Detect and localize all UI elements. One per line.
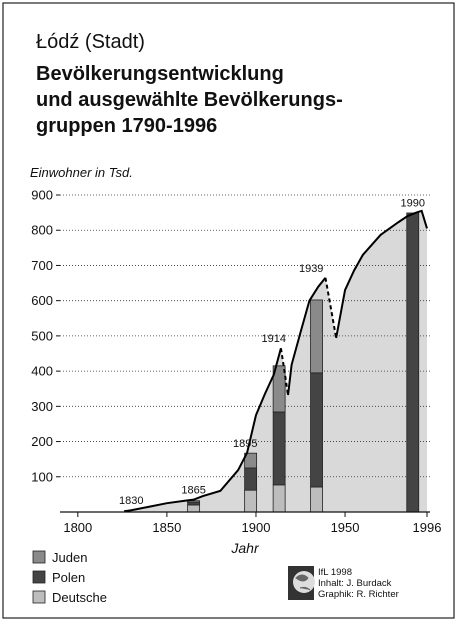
credit: IfL 1998 <box>318 567 352 578</box>
bar-segment <box>406 212 420 513</box>
credit: Graphik: R. Richter <box>318 589 399 600</box>
annotation: 1914 <box>262 333 286 345</box>
y-tick-label: 300 <box>31 399 53 414</box>
chart-title: Bevölkerungsentwicklung <box>36 63 284 85</box>
legend-label: Deutsche <box>52 590 107 605</box>
x-tick-label: 1950 <box>331 520 360 535</box>
annotation: 1895 <box>233 438 257 450</box>
y-tick-label: 600 <box>31 293 53 308</box>
y-tick-label: 200 <box>31 434 53 449</box>
legend-label: Juden <box>52 550 87 565</box>
bar-segment <box>244 467 258 491</box>
x-tick-label: 1850 <box>152 520 181 535</box>
dashed-line <box>279 348 290 396</box>
legend-label: Polen <box>52 570 85 585</box>
y-axis-label: Einwohner in Tsd. <box>30 165 133 180</box>
x-tick-label: 1900 <box>242 520 271 535</box>
x-tick-label: 1800 <box>63 520 92 535</box>
legend-swatch <box>32 550 46 564</box>
y-tick-label: 700 <box>31 258 53 273</box>
credit: Inhalt: J. Burdack <box>318 578 392 589</box>
bar-segment <box>244 489 258 513</box>
bar-segment <box>272 484 286 513</box>
bar-segment <box>310 299 323 374</box>
bar-segment <box>272 365 286 413</box>
legend-swatch <box>32 570 46 584</box>
bar-segment <box>272 411 286 486</box>
y-tick-label: 100 <box>31 469 53 484</box>
y-tick-label: 900 <box>31 188 53 203</box>
bar-segment <box>187 504 201 513</box>
chart-title: und ausgewählte Bevölkerungs- <box>36 89 343 111</box>
bar-segment <box>310 372 323 488</box>
dashed-line <box>324 277 338 339</box>
x-axis-label: Jahr <box>230 540 260 556</box>
x-tick-label: 1996 <box>413 520 442 535</box>
y-tick-label: 500 <box>31 328 53 343</box>
annotation: 1830 <box>119 495 143 507</box>
place-title: Łódź (Stadt) <box>36 31 145 53</box>
bar-segment <box>310 486 323 513</box>
legend-swatch <box>32 590 46 604</box>
bar-segment <box>187 501 201 506</box>
annotation: 1939 <box>299 263 323 275</box>
line <box>335 209 428 339</box>
chart-title: gruppen 1790-1996 <box>36 115 217 137</box>
logo <box>288 566 315 600</box>
y-tick-label: 400 <box>31 364 53 379</box>
line <box>287 277 327 396</box>
area <box>124 210 427 512</box>
y-tick-label: 800 <box>31 223 53 238</box>
bar-segment <box>244 452 258 469</box>
bar-segment <box>187 500 201 503</box>
annotation: 1865 <box>181 485 205 497</box>
annotation: 1990 <box>401 198 425 210</box>
line <box>123 347 282 513</box>
